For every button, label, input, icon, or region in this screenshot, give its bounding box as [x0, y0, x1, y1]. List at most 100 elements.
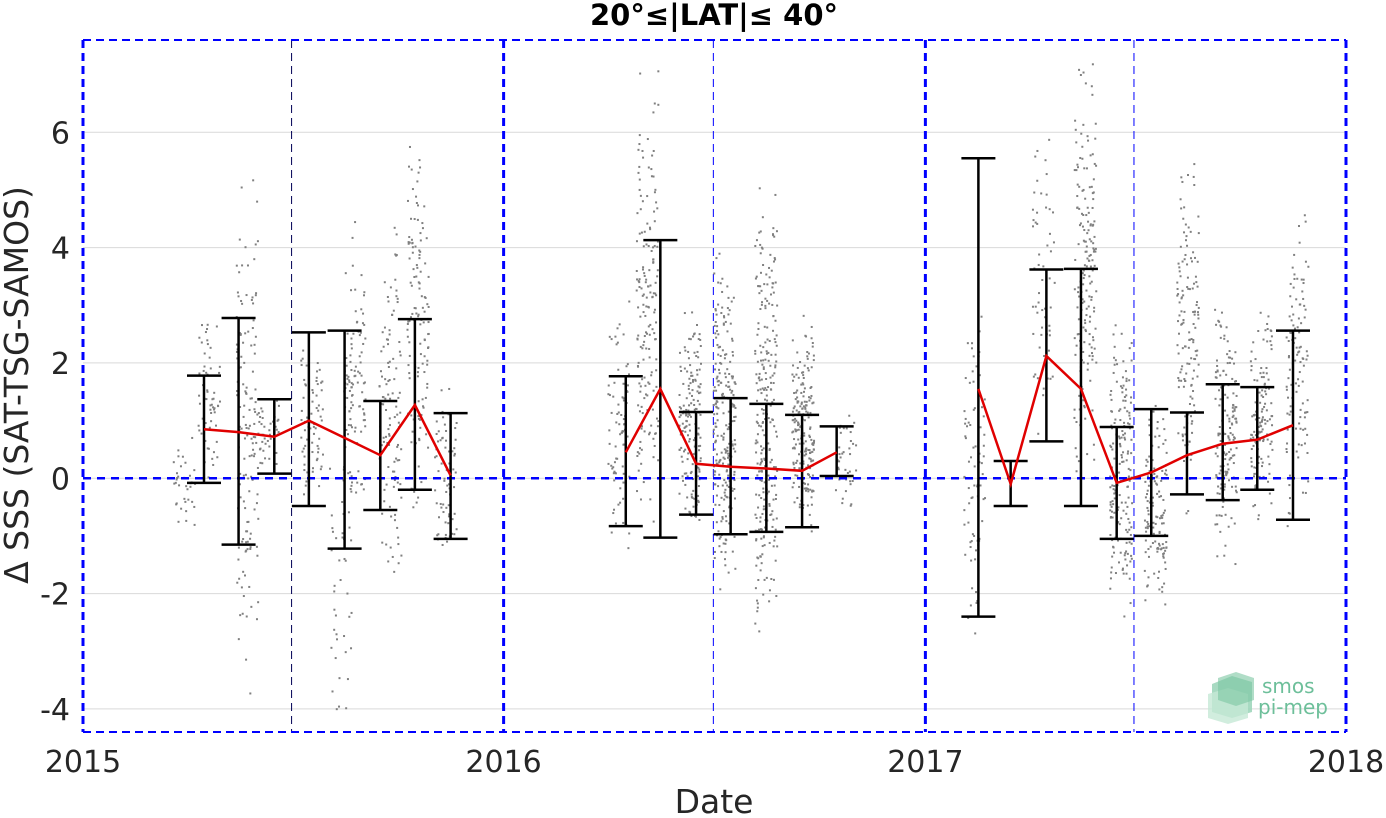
scatter-point	[639, 315, 642, 318]
scatter-point	[684, 412, 687, 415]
scatter-point	[755, 382, 758, 385]
scatter-point	[718, 372, 721, 375]
scatter-point	[1091, 259, 1094, 262]
scatter-point	[622, 521, 625, 524]
scatter-point	[1194, 326, 1197, 329]
scatter-point	[1256, 379, 1259, 382]
scatter-point	[692, 379, 695, 382]
scatter-point	[1195, 354, 1198, 357]
scatter-point	[714, 402, 717, 405]
scatter-point	[1189, 458, 1192, 461]
scatter-point	[715, 521, 718, 524]
scatter-point	[1042, 387, 1045, 390]
scatter-point	[315, 380, 318, 383]
scatter-point	[723, 479, 726, 482]
scatter-point	[1262, 376, 1265, 379]
scatter-point	[1260, 376, 1263, 379]
scatter-point	[699, 338, 702, 341]
scatter-point	[250, 298, 253, 301]
scatter-point	[688, 414, 691, 417]
scatter-point	[1260, 367, 1263, 370]
scatter-point	[1126, 531, 1129, 534]
scatter-point	[1249, 360, 1252, 363]
scatter-point	[363, 413, 366, 416]
scatter-point	[1146, 525, 1149, 528]
scatter-point	[1265, 409, 1268, 412]
scatter-point	[1089, 224, 1092, 227]
scatter-point	[1261, 416, 1264, 419]
scatter-point	[688, 429, 691, 432]
scatter-point	[303, 378, 306, 381]
scatter-point	[1048, 138, 1051, 141]
scatter-point	[198, 372, 201, 375]
scatter-point	[799, 425, 802, 428]
scatter-point	[762, 264, 765, 267]
scatter-point	[383, 488, 386, 491]
scatter-point	[1184, 444, 1187, 447]
scatter-point	[1267, 455, 1270, 458]
scatter-point	[981, 406, 984, 409]
scatter-point	[802, 482, 805, 485]
scatter-point	[731, 489, 734, 492]
scatter-point	[1121, 567, 1124, 570]
scatter-point	[697, 445, 700, 448]
scatter-point	[1195, 304, 1198, 307]
scatter-point	[697, 466, 700, 469]
scatter-point	[1183, 459, 1186, 462]
scatter-point	[1125, 550, 1128, 553]
scatter-point	[1231, 423, 1234, 426]
scatter-point	[1038, 253, 1041, 256]
scatter-point	[391, 392, 394, 395]
scatter-point	[395, 295, 398, 298]
scatter-point	[722, 323, 725, 326]
scatter-point	[649, 228, 652, 231]
scatter-point	[759, 271, 762, 274]
scatter-point	[1125, 380, 1128, 383]
scatter-point	[1262, 338, 1265, 341]
scatter-point	[1188, 403, 1191, 406]
scatter-point	[331, 530, 334, 533]
scatter-point	[237, 546, 240, 549]
scatter-point	[341, 532, 344, 535]
scatter-point	[772, 578, 775, 581]
scatter-point	[770, 458, 773, 461]
scatter-point	[1086, 206, 1089, 209]
scatter-point	[762, 487, 765, 490]
scatter-point	[1165, 541, 1168, 544]
scatter-point	[1285, 388, 1288, 391]
scatter-point	[1183, 231, 1186, 234]
scatter-point	[1084, 250, 1087, 253]
scatter-point	[1053, 281, 1056, 284]
scatter-point	[378, 385, 381, 388]
scatter-point	[198, 429, 201, 432]
scatter-point	[1182, 217, 1185, 220]
scatter-point	[774, 535, 777, 538]
scatter-point	[683, 472, 686, 475]
scatter-point	[622, 430, 625, 433]
scatter-point	[1081, 272, 1084, 275]
scatter-point	[1116, 363, 1119, 366]
scatter-point	[396, 301, 399, 304]
scatter-point	[1087, 211, 1090, 214]
scatter-point	[1083, 274, 1086, 277]
scatter-point	[762, 535, 765, 538]
scatter-point	[235, 343, 238, 346]
scatter-point	[653, 220, 656, 223]
scatter-point	[714, 425, 717, 428]
scatter-point	[1297, 317, 1300, 320]
scatter-point	[382, 436, 385, 439]
scatter-point	[770, 353, 773, 356]
scatter-point	[1180, 296, 1183, 299]
scatter-point	[757, 285, 760, 288]
scatter-point	[408, 354, 411, 357]
scatter-point	[393, 470, 396, 473]
scatter-point	[1180, 297, 1183, 300]
scatter-point	[1187, 287, 1190, 290]
scatter-point	[172, 461, 175, 464]
scatter-point	[1083, 300, 1086, 303]
scatter-point	[1188, 331, 1191, 334]
scatter-point	[1196, 311, 1199, 314]
scatter-point	[419, 270, 422, 273]
scatter-point	[754, 622, 757, 625]
scatter-point	[1254, 401, 1257, 404]
